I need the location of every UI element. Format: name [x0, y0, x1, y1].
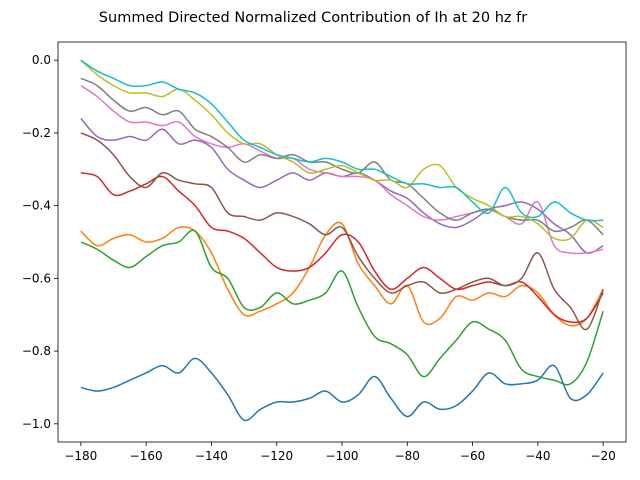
plot-frame	[57, 41, 627, 443]
y-tick-label: −0.8	[22, 344, 51, 358]
x-axis: −180 −160 −140 −120 −100 −80 −60 −40 −20	[64, 442, 616, 463]
x-tick-label: −140	[195, 449, 228, 463]
series-layer	[80, 59, 604, 422]
series-line-2	[80, 221, 604, 327]
x-tick-label: −20	[590, 449, 615, 463]
series-line-8	[80, 77, 604, 236]
y-axis: 0.0 −0.2 −0.4 −0.6 −0.8 −1.0	[22, 53, 58, 431]
chart-title: Summed Directed Normalized Contribution …	[99, 10, 527, 26]
y-tick-label: −0.6	[22, 271, 51, 285]
series-line-7	[80, 85, 604, 255]
x-tick-label: −180	[64, 449, 97, 463]
series-line-6	[80, 132, 604, 331]
series-line-10	[80, 59, 604, 222]
series-line-3	[80, 229, 604, 386]
plot-area	[58, 42, 626, 442]
x-tick-label: −40	[525, 449, 550, 463]
x-tick-label: −160	[130, 449, 163, 463]
y-tick-label: −0.2	[22, 126, 51, 140]
y-tick-label: 0.0	[32, 53, 51, 67]
x-tick-label: −60	[460, 449, 485, 463]
series-line-1	[80, 357, 604, 422]
x-tick-label: −100	[326, 449, 359, 463]
x-tick-label: −120	[260, 449, 293, 463]
series-line-9	[80, 59, 604, 242]
x-tick-label: −80	[395, 449, 420, 463]
y-tick-label: −0.4	[22, 199, 51, 213]
y-tick-label: −1.0	[22, 417, 51, 431]
